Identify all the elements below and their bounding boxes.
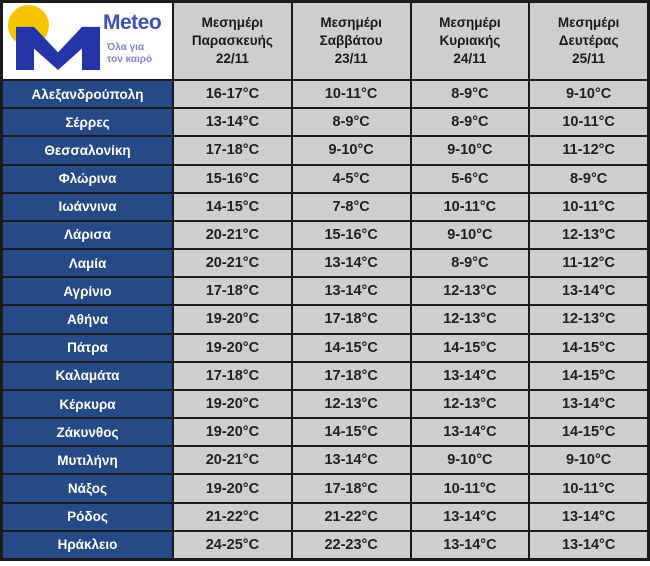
temp-cell: 13-14°C [411, 362, 529, 389]
city-cell: Θεσσαλονίκη [3, 137, 172, 164]
city-cell: Αθήνα [3, 306, 172, 333]
temp-cell: 8-9°C [411, 250, 529, 277]
temp-cell: 17-18°C [174, 278, 291, 305]
temp-cell: 21-22°C [292, 503, 410, 530]
temp-cell: 13-14°C [174, 109, 291, 136]
temp-cell: 9-10°C [411, 221, 529, 249]
temp-cell: 11-12°C [530, 137, 647, 164]
temp-cell: 17-18°C [292, 475, 410, 502]
temp-cell: 10-11°C [411, 475, 529, 502]
city-cell: Αγρίνιο [3, 278, 172, 305]
logo-brand-text: Meteo [103, 11, 162, 34]
temp-cell: 12-13°C [530, 306, 647, 333]
temp-cell: 13-14°C [292, 278, 410, 305]
temp-cell: 14-15°C [530, 419, 647, 446]
temp-cell: 17-18°C [292, 306, 410, 333]
meteo-logo: Meteo Όλα για τον καιρό [3, 3, 172, 79]
temp-cell: 14-15°C [411, 334, 529, 361]
temp-cell: 4-5°C [292, 165, 410, 192]
city-cell: Ζάκυνθος [3, 419, 172, 446]
city-cell: Ρόδος [3, 503, 172, 530]
temp-cell: 17-18°C [174, 137, 291, 164]
temp-cell: 19-20°C [174, 475, 291, 502]
temp-cell: 15-16°C [292, 221, 410, 249]
temp-cell: 13-14°C [411, 531, 529, 558]
column-header-saturday: Μεσημέρι Σαββάτου 23/11 [292, 3, 410, 79]
temp-cell: 19-20°C [174, 334, 291, 361]
temp-cell: 8-9°C [530, 165, 647, 192]
temp-cell: 7-8°C [292, 193, 410, 220]
city-cell: Αλεξανδρούπολη [3, 81, 172, 108]
city-cell: Φλώρινα [3, 165, 172, 192]
city-cell: Καλαμάτα [3, 362, 172, 389]
temp-cell: 21-22°C [174, 503, 291, 530]
temp-cell: 10-11°C [292, 81, 410, 108]
logo-m-icon [16, 26, 100, 70]
temp-cell: 13-14°C [530, 531, 647, 558]
temp-cell: 19-20°C [174, 390, 291, 418]
temp-cell: 19-20°C [174, 306, 291, 333]
temp-cell: 14-15°C [530, 362, 647, 389]
temp-cell: 13-14°C [292, 447, 410, 474]
column-header-monday: Μεσημέρι Δευτέρας 25/11 [530, 3, 647, 79]
temp-cell: 20-21°C [174, 250, 291, 277]
temp-cell: 12-13°C [530, 221, 647, 249]
temp-cell: 17-18°C [174, 362, 291, 389]
temp-cell: 10-11°C [411, 193, 529, 220]
temp-cell: 14-15°C [530, 334, 647, 361]
temp-cell: 12-13°C [411, 390, 529, 418]
city-cell: Λαμία [3, 250, 172, 277]
city-cell: Μυτιλήνη [3, 447, 172, 474]
temp-cell: 9-10°C [292, 137, 410, 164]
temp-cell: 22-23°C [292, 531, 410, 558]
column-header-friday: Μεσημέρι Παρασκευής 22/11 [174, 3, 291, 79]
city-cell: Ηράκλειο [3, 531, 172, 558]
city-cell: Κέρκυρα [3, 390, 172, 418]
temp-cell: 10-11°C [530, 475, 647, 502]
temp-cell: 14-15°C [292, 419, 410, 446]
temp-cell: 10-11°C [530, 193, 647, 220]
temp-cell: 5-6°C [411, 165, 529, 192]
city-cell: Πάτρα [3, 334, 172, 361]
temp-cell: 11-12°C [530, 250, 647, 277]
city-cell: Σέρρες [3, 109, 172, 136]
temp-cell: 15-16°C [174, 165, 291, 192]
logo-tagline-text: Όλα για τον καιρό [107, 42, 153, 65]
temp-cell: 14-15°C [292, 334, 410, 361]
temp-cell: 24-25°C [174, 531, 291, 558]
temp-cell: 13-14°C [530, 390, 647, 418]
temp-cell: 17-18°C [292, 362, 410, 389]
temp-cell: 16-17°C [174, 81, 291, 108]
temp-cell: 12-13°C [292, 390, 410, 418]
temp-cell: 12-13°C [411, 278, 529, 305]
city-cell: Λάρισα [3, 221, 172, 249]
temp-cell: 9-10°C [411, 447, 529, 474]
temp-cell: 9-10°C [411, 137, 529, 164]
temp-cell: 8-9°C [292, 109, 410, 136]
temp-cell: 13-14°C [530, 278, 647, 305]
city-cell: Νάξος [3, 475, 172, 502]
temp-cell: 14-15°C [174, 193, 291, 220]
column-header-sunday: Μεσημέρι Κυριακής 24/11 [411, 3, 529, 79]
temp-cell: 13-14°C [530, 503, 647, 530]
temp-cell: 8-9°C [411, 81, 529, 108]
temp-cell: 10-11°C [530, 109, 647, 136]
temp-cell: 12-13°C [411, 306, 529, 333]
temp-cell: 19-20°C [174, 419, 291, 446]
city-cell: Ιωάννινα [3, 193, 172, 220]
temp-cell: 20-21°C [174, 221, 291, 249]
temp-cell: 13-14°C [411, 503, 529, 530]
temp-cell: 20-21°C [174, 447, 291, 474]
temp-cell: 8-9°C [411, 109, 529, 136]
temp-cell: 9-10°C [530, 81, 647, 108]
temp-cell: 9-10°C [530, 447, 647, 474]
temp-cell: 13-14°C [411, 419, 529, 446]
temp-cell: 13-14°C [292, 250, 410, 277]
